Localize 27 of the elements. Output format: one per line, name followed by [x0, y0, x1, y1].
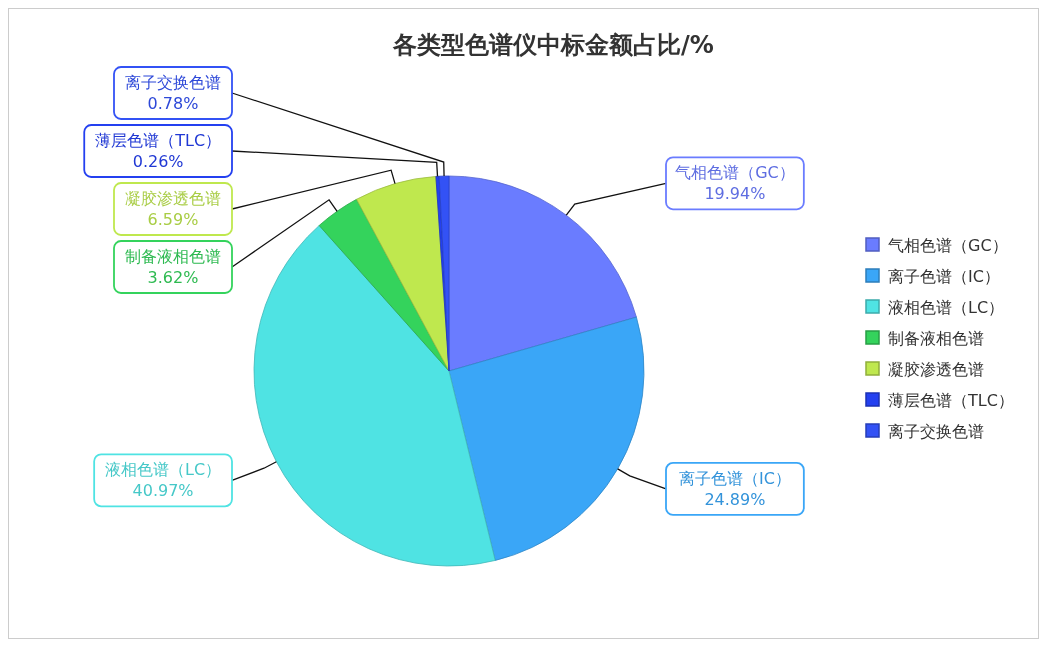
legend-label: 离子色谱（IC） — [888, 266, 1000, 286]
legend-label: 液相色谱（LC） — [888, 297, 1005, 317]
legend-label: 凝胶渗透色谱 — [888, 359, 984, 379]
pie-slice — [318, 198, 450, 372]
slice-label: 气相色谱（GC） — [675, 163, 795, 183]
data-label: 40.97% — [132, 481, 194, 501]
slice-label: 薄层色谱（TLC） — [95, 131, 222, 150]
legend-label: 气相色谱（GC） — [888, 235, 1008, 255]
data-label: 0.26% — [132, 152, 184, 171]
slice-label: 液相色谱（LC） — [105, 460, 222, 480]
data-label: 0.78% — [147, 94, 199, 113]
pie-slice — [253, 225, 496, 567]
slice-label: 离子色谱（IC） — [678, 468, 791, 488]
data-label: 19.94% — [704, 184, 766, 204]
legend-label: 离子交换色谱 — [888, 421, 984, 441]
slice-label: 离子交换色谱 — [125, 73, 221, 92]
data-label: 6.59% — [147, 210, 199, 229]
slice-label: 凝胶渗透色谱 — [125, 189, 221, 208]
slice-label: 制备液相色谱 — [125, 247, 221, 266]
legend-label: 制备液相色谱 — [888, 328, 984, 348]
pie-slice — [356, 176, 450, 372]
pie-slice — [448, 175, 637, 372]
data-label: 24.89% — [704, 489, 766, 509]
legend-label: 薄层色谱（TLC） — [888, 390, 1014, 410]
pie-slice — [448, 316, 645, 561]
data-label: 3.62% — [147, 268, 199, 287]
chart-title: 各类型色谱仪中标金额占比/% — [392, 31, 714, 59]
